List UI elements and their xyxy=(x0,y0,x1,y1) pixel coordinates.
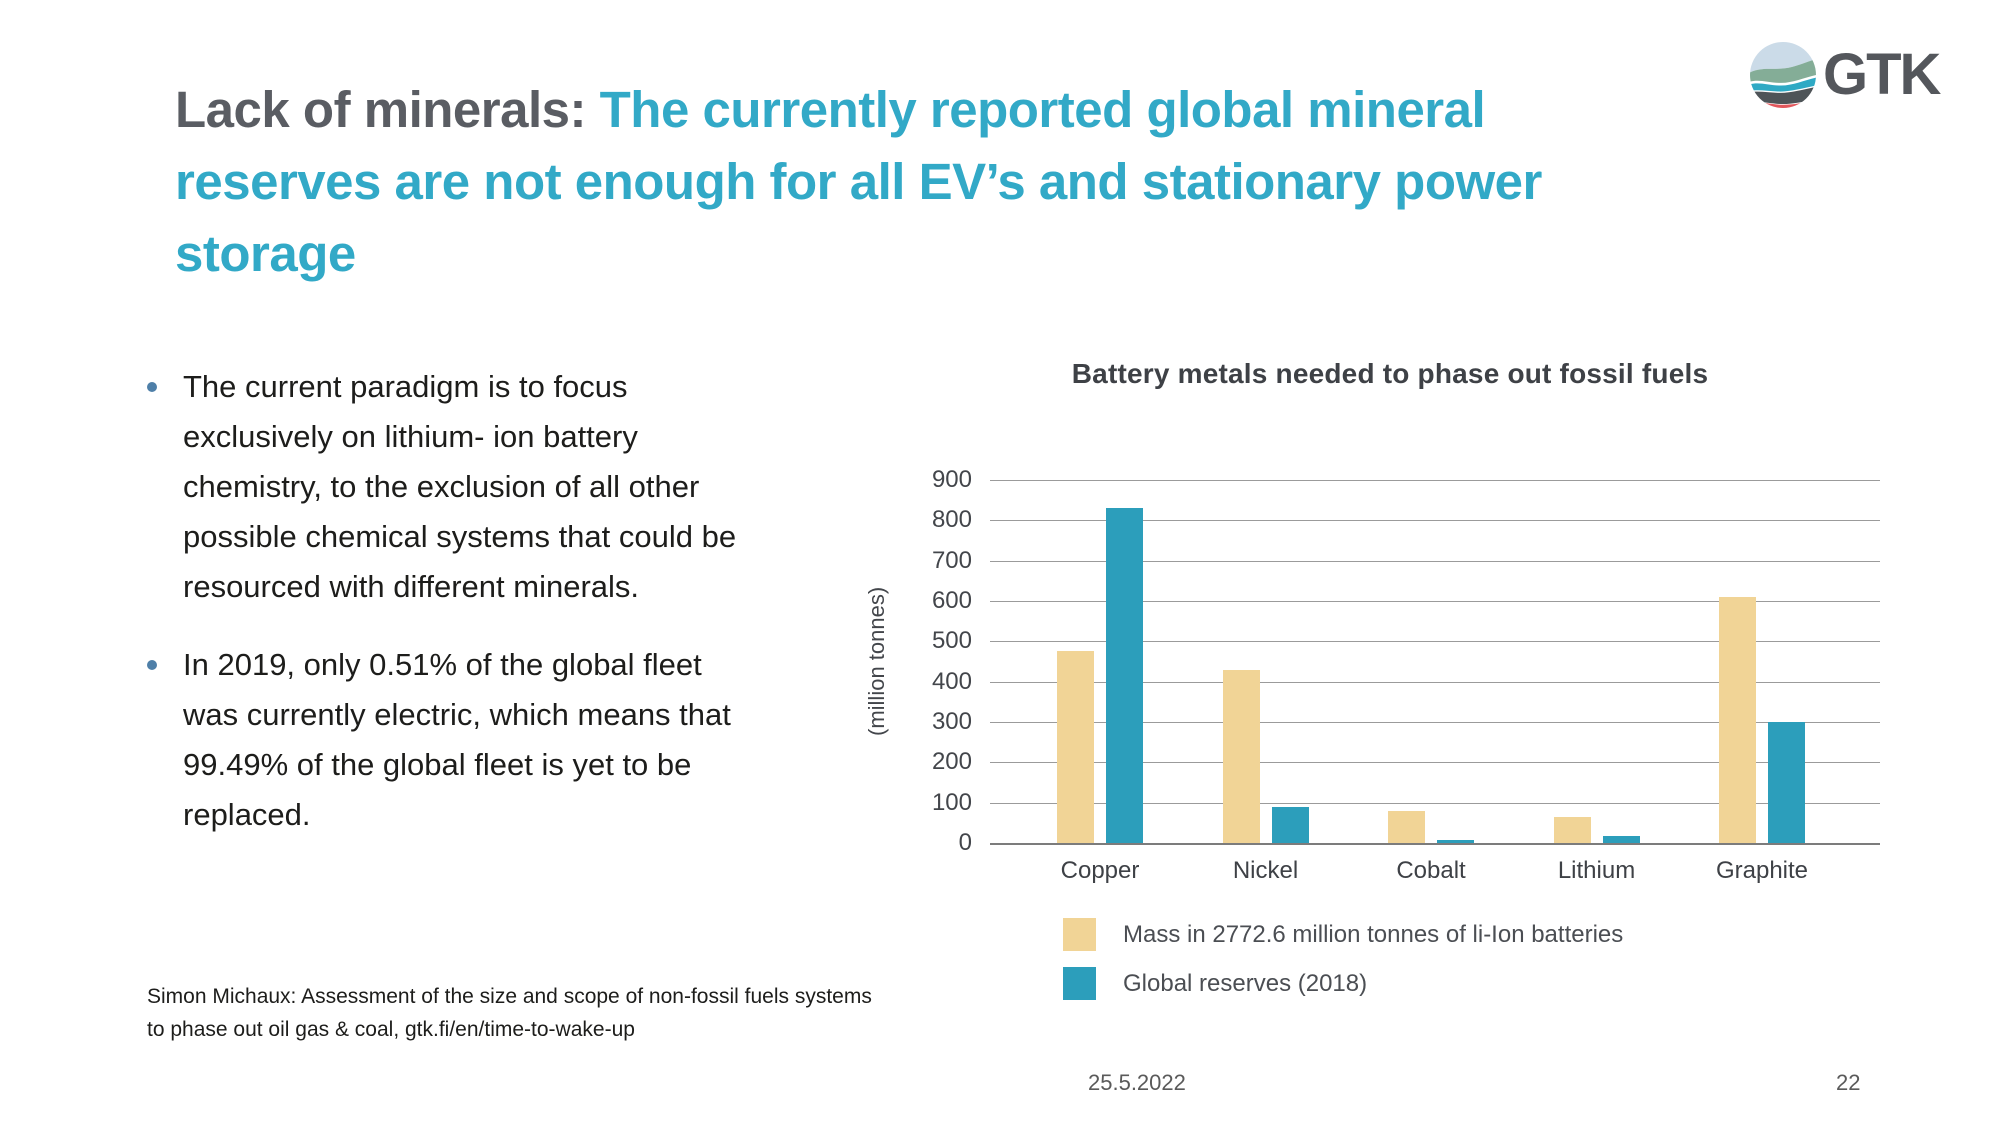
bullet-dot-icon xyxy=(147,660,157,670)
x-category-label: Nickel xyxy=(1232,857,1299,884)
slide-title-plain: Lack of minerals: xyxy=(175,81,600,139)
list-item: In 2019, only 0.51% of the global fleet … xyxy=(147,640,767,840)
y-tick-label: 300 xyxy=(931,708,972,735)
x-category-label: Copper xyxy=(1060,857,1140,884)
chart-legend: Mass in 2772.6 million tonnes of li-Ion … xyxy=(1063,918,1623,1000)
bullet-text: The current paradigm is to focus exclusi… xyxy=(183,369,737,604)
bar-cobalt-series1 xyxy=(1388,810,1425,843)
legend-swatch xyxy=(1063,918,1096,951)
gridline xyxy=(990,601,1880,602)
chart-x-labels: Copper Nickel Cobalt Lithium Graphite xyxy=(990,857,1880,889)
y-tick-label: 600 xyxy=(931,587,972,614)
x-category-label: Cobalt xyxy=(1396,857,1466,884)
gridline xyxy=(990,762,1880,764)
y-tick-label: 900 xyxy=(931,466,972,493)
gtk-globe-waves-icon xyxy=(1750,42,1816,108)
bar-graphite-series1 xyxy=(1719,596,1756,843)
gridline xyxy=(990,520,1880,522)
legend-label: Mass in 2772.6 million tonnes of li-Ion … xyxy=(1123,920,1624,948)
gridline xyxy=(990,802,1880,804)
y-tick-label: 700 xyxy=(931,546,972,574)
gtk-logo: GTK xyxy=(1750,42,1941,108)
x-category-label: Lithium xyxy=(1557,857,1636,884)
bar-chart: Battery metals needed to phase out fossi… xyxy=(860,350,1930,1050)
bullet-dot-icon xyxy=(147,382,157,392)
slide-title-highlight: The currently reported global mineral re… xyxy=(175,81,1542,283)
bar-copper-series1 xyxy=(1057,651,1094,843)
bar-copper-series2 xyxy=(1106,508,1143,843)
gridline xyxy=(990,722,1880,723)
footer-date: 25.5.2022 xyxy=(1088,1070,1186,1095)
x-category-label: Graphite xyxy=(1715,857,1809,884)
y-tick-label: 200 xyxy=(931,748,972,776)
legend-label: Global reserves (2018) xyxy=(1123,969,1368,997)
y-tick-label: 0 xyxy=(958,829,972,856)
footer-page-number: 22 xyxy=(1836,1070,1861,1095)
source-note: Simon Michaux: Assessment of the size an… xyxy=(147,985,872,1041)
bar-nickel-series2 xyxy=(1271,806,1309,843)
gridline xyxy=(990,480,1880,481)
y-tick-label: 800 xyxy=(931,506,972,534)
list-item: The current paradigm is to focus exclusi… xyxy=(147,362,767,612)
bar-cobalt-series2 xyxy=(1437,840,1474,843)
gridline xyxy=(990,681,1880,683)
slide-title: Lack of minerals: The currently reported… xyxy=(175,74,1605,290)
gridline xyxy=(990,641,1880,643)
chart-plot-area xyxy=(990,480,1880,845)
bar-lithium-series1 xyxy=(1553,816,1591,843)
bar-lithium-series2 xyxy=(1602,836,1640,843)
y-tick-label: 500 xyxy=(931,627,972,655)
legend-item: Global reserves (2018) xyxy=(1063,967,1623,1000)
y-tick-label: 400 xyxy=(931,667,972,695)
legend-item: Mass in 2772.6 million tonnes of li-Ion … xyxy=(1063,918,1623,951)
chart-y-ticks: 0 100 200 300 400 500 600 700 800 900 xyxy=(900,467,972,856)
bullet-list: The current paradigm is to focus exclusi… xyxy=(147,362,767,868)
bar-nickel-series1 xyxy=(1222,669,1260,843)
bullet-text: In 2019, only 0.51% of the global fleet … xyxy=(183,647,731,832)
y-axis-label: (million tonnes) xyxy=(864,586,889,737)
gtk-logo-text: GTK xyxy=(1823,42,1941,107)
chart-title: Battery metals needed to phase out fossi… xyxy=(1071,358,1709,389)
y-tick-label: 100 xyxy=(931,788,972,816)
legend-swatch xyxy=(1063,967,1096,1000)
gridline xyxy=(990,560,1880,562)
bar-graphite-series2 xyxy=(1768,722,1805,843)
